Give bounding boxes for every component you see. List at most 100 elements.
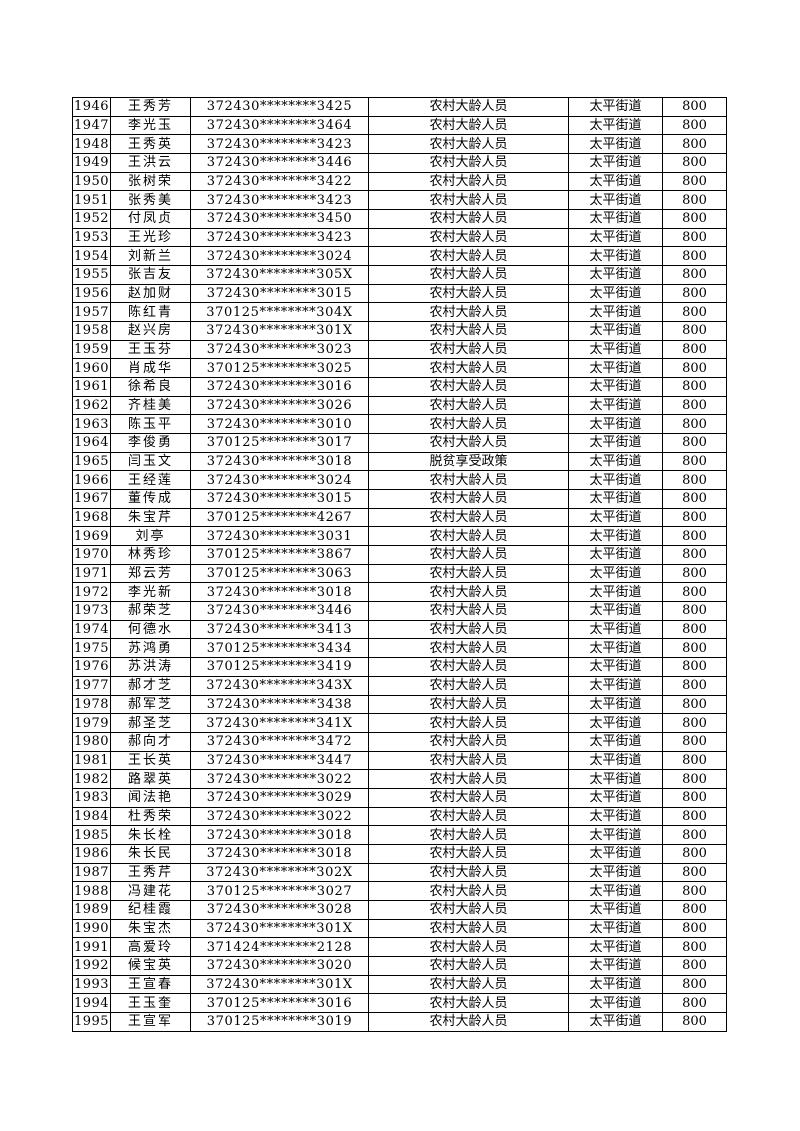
id-number-cell: 372430********3022 (190, 769, 369, 789)
person-name-cell: 王洪云 (110, 153, 191, 173)
row-number-cell: 1947 (72, 115, 111, 136)
person-name-cell: 李光玉 (110, 115, 191, 136)
person-name-cell: 闫玉文 (110, 451, 191, 472)
table-row: 1947 李光玉 372430********3464 农村大龄人员 太平街道 800 (72, 115, 727, 136)
row-number-cell: 1991 (72, 937, 111, 957)
table-row: 1962 齐桂美 372430********3026 农村大龄人员 太平街道 800 (72, 395, 727, 416)
table-row: 1970 林秀珍 370125********3867 农村大龄人员 太平街道 800 (72, 545, 727, 565)
person-name-cell: 路翠英 (110, 769, 191, 789)
row-number-cell: 1954 (72, 246, 111, 267)
id-number-cell: 372430********3031 (190, 526, 369, 547)
amount-cell: 800 (662, 601, 727, 621)
row-number-cell: 1958 (72, 321, 111, 341)
person-name-cell: 郝荣芝 (110, 601, 191, 621)
person-name-cell: 杜秀荣 (110, 806, 191, 827)
beneficiary-table: 1946 王秀芳 372430********3425 农村大龄人员 太平街道 800 19… (72, 97, 727, 1032)
row-number-cell: 1989 (72, 899, 111, 920)
category-cell: 农村大龄人员 (368, 750, 569, 771)
row-number-cell: 1965 (72, 451, 111, 472)
id-number-cell: 372430********3423 (190, 190, 369, 211)
person-name-cell: 刘新兰 (110, 246, 191, 267)
table-row: 1994 王玉奎 370125********3016 农村大龄人员 太平街道 800 (72, 993, 727, 1013)
id-number-cell: 372430********3015 (190, 489, 369, 509)
id-number-cell: 372430********3422 (190, 171, 369, 192)
street-cell: 太平街道 (568, 657, 663, 677)
amount-cell: 800 (662, 470, 727, 491)
table-row: 1975 苏鸿勇 370125********3434 农村大龄人员 太平街道 800 (72, 638, 727, 659)
amount-cell: 800 (662, 451, 727, 472)
amount-cell: 800 (662, 731, 727, 752)
street-cell: 太平街道 (568, 339, 663, 360)
row-number-cell: 1994 (72, 993, 111, 1013)
person-name-cell: 董传成 (110, 489, 191, 509)
row-number-cell: 1987 (72, 862, 111, 883)
row-number-cell: 1995 (72, 1011, 111, 1032)
table-row: 1981 王长英 372430********3447 农村大龄人员 太平街道 800 (72, 750, 727, 771)
amount-cell: 800 (662, 638, 727, 659)
id-number-cell: 372430********3015 (190, 283, 369, 304)
street-cell: 太平街道 (568, 862, 663, 883)
category-cell: 农村大龄人员 (368, 209, 569, 229)
id-number-cell: 372430********3018 (190, 582, 369, 603)
person-name-cell: 闻法艳 (110, 787, 191, 808)
id-number-cell: 372430********3024 (190, 470, 369, 491)
street-cell: 太平街道 (568, 787, 663, 808)
row-number-cell: 1972 (72, 582, 111, 603)
category-cell: 农村大龄人员 (368, 227, 569, 248)
table-row: 1953 王光珍 372430********3423 农村大龄人员 太平街道 800 (72, 227, 727, 248)
category-cell: 农村大龄人员 (368, 918, 569, 939)
person-name-cell: 王秀芳 (110, 97, 191, 117)
person-name-cell: 朱长民 (110, 843, 191, 864)
id-number-cell: 372430********3018 (190, 825, 369, 845)
id-number-cell: 372430********3020 (190, 955, 369, 976)
amount-cell: 800 (662, 806, 727, 827)
amount-cell: 800 (662, 321, 727, 341)
amount-cell: 800 (662, 843, 727, 864)
street-cell: 太平街道 (568, 731, 663, 752)
row-number-cell: 1983 (72, 787, 111, 808)
table-row: 1958 赵兴房 372430********301X 农村大龄人员 太平街道 800 (72, 321, 727, 341)
category-cell: 农村大龄人员 (368, 825, 569, 845)
street-cell: 太平街道 (568, 563, 663, 584)
table-row: 1984 杜秀荣 372430********3022 农村大龄人员 太平街道 800 (72, 806, 727, 827)
row-number-cell: 1962 (72, 395, 111, 416)
id-number-cell: 371424********2128 (190, 937, 369, 957)
category-cell: 农村大龄人员 (368, 134, 569, 155)
street-cell: 太平街道 (568, 489, 663, 509)
amount-cell: 800 (662, 190, 727, 211)
amount-cell: 800 (662, 526, 727, 547)
category-cell: 农村大龄人员 (368, 489, 569, 509)
person-name-cell: 郑云芳 (110, 563, 191, 584)
category-cell: 农村大龄人员 (368, 787, 569, 808)
table-row: 1990 朱宝杰 372430********301X 农村大龄人员 太平街道 800 (72, 918, 727, 939)
id-number-cell: 372430********301X (190, 974, 369, 995)
id-number-cell: 372430********3028 (190, 899, 369, 920)
id-number-cell: 372430********302X (190, 862, 369, 883)
row-number-cell: 1978 (72, 694, 111, 715)
amount-cell: 800 (662, 657, 727, 677)
street-cell: 太平街道 (568, 619, 663, 640)
category-cell: 农村大龄人员 (368, 993, 569, 1013)
street-cell: 太平街道 (568, 171, 663, 192)
amount-cell: 800 (662, 377, 727, 397)
street-cell: 太平街道 (568, 153, 663, 173)
id-number-cell: 372430********3423 (190, 227, 369, 248)
category-cell: 农村大龄人员 (368, 265, 569, 285)
category-cell: 农村大龄人员 (368, 190, 569, 211)
category-cell: 农村大龄人员 (368, 171, 569, 192)
amount-cell: 800 (662, 675, 727, 696)
category-cell: 农村大龄人员 (368, 937, 569, 957)
category-cell: 农村大龄人员 (368, 955, 569, 976)
table-row: 1987 王秀芹 372430********302X 农村大龄人员 太平街道 800 (72, 862, 727, 883)
person-name-cell: 张吉友 (110, 265, 191, 285)
amount-cell: 800 (662, 787, 727, 808)
table-row: 1978 郝军芝 372430********3438 农村大龄人员 太平街道 800 (72, 694, 727, 715)
person-name-cell: 赵兴房 (110, 321, 191, 341)
table-row: 1951 张秀美 372430********3423 农村大龄人员 太平街道 800 (72, 190, 727, 211)
amount-cell: 800 (662, 993, 727, 1013)
street-cell: 太平街道 (568, 377, 663, 397)
person-name-cell: 陈玉平 (110, 414, 191, 435)
amount-cell: 800 (662, 713, 727, 733)
street-cell: 太平街道 (568, 974, 663, 995)
street-cell: 太平街道 (568, 190, 663, 211)
